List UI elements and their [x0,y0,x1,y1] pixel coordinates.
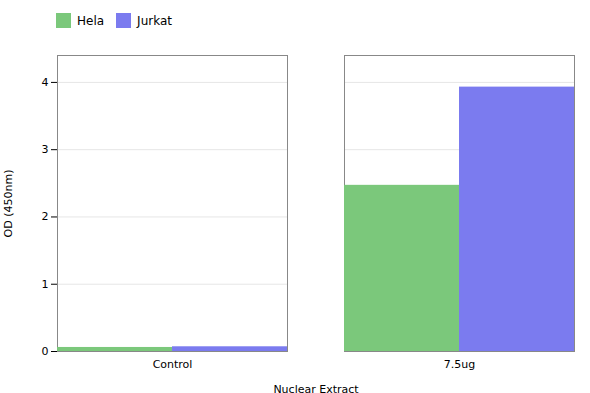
svg-text:2: 2 [42,210,49,223]
svg-text:1: 1 [42,278,49,291]
svg-text:3: 3 [42,143,49,156]
svg-text:Control: Control [153,358,193,371]
svg-text:Nuclear Extract: Nuclear Extract [273,383,359,393]
svg-text:4: 4 [42,76,49,89]
html-text:Jurkat: Jurkat [137,13,172,28]
svg-text:OD (450nm): OD (450nm) [2,170,15,238]
html-text:Hela: Hela [77,13,105,28]
svg-text:0: 0 [42,345,49,358]
svg-text:7.5ug: 7.5ug [444,358,475,371]
